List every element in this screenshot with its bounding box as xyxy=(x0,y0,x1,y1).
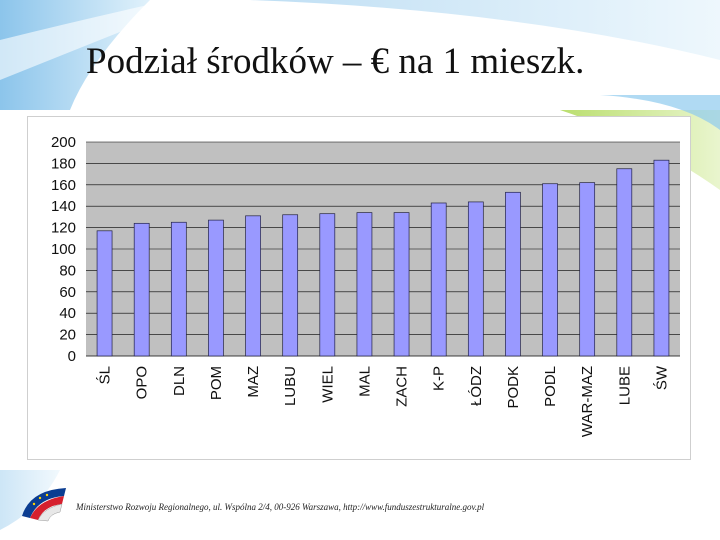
eu-flag-logo xyxy=(22,488,66,522)
footer-text: Ministerstwo Rozwoju Regionalnego, ul. W… xyxy=(76,502,485,512)
bar xyxy=(356,212,373,357)
decor-right-blue xyxy=(600,95,720,130)
decor-top-right-wave xyxy=(250,0,720,60)
bar xyxy=(653,159,670,357)
slide-title: Podział środków – € na 1 mieszk. xyxy=(86,41,585,82)
y-tick-label: 160 xyxy=(51,177,76,194)
x-axis-labels: ŚL OPO DLN POM MAZ LUBU WIEL MAL ZACH K-P ŁÓDZ PODK… xyxy=(96,365,671,437)
y-tick-label: 0 xyxy=(68,348,76,365)
bar xyxy=(579,182,596,357)
y-tick-label: 20 xyxy=(59,327,76,344)
chart-frame: 0 20 40 60 80 100 120 140 160 180 200 ŚL OPO DLN POM M… xyxy=(27,116,691,460)
bar xyxy=(245,215,261,357)
x-tick-label: MAL xyxy=(356,366,373,397)
bars xyxy=(96,159,670,357)
y-tick-label: 100 xyxy=(51,241,76,258)
bar xyxy=(393,212,410,357)
y-tick-label: 80 xyxy=(59,262,76,279)
x-tick-label: WAR-MAZ xyxy=(579,366,596,437)
x-tick-label: PODK xyxy=(505,366,522,409)
bar xyxy=(319,213,336,357)
bar xyxy=(170,221,187,357)
x-tick-label: LUBE xyxy=(616,366,633,405)
x-tick-label: ZACH xyxy=(394,366,411,407)
x-tick-label: LUBU xyxy=(282,366,299,406)
y-tick-label: 200 xyxy=(51,134,76,151)
y-tick-label: 180 xyxy=(51,155,76,172)
bar xyxy=(542,183,558,357)
y-tick-label: 140 xyxy=(51,198,76,215)
x-tick-label: OPO xyxy=(134,366,151,399)
bar-chart: 0 20 40 60 80 100 120 140 160 180 200 ŚL OPO DLN POM M… xyxy=(51,134,680,437)
bar xyxy=(96,230,113,357)
decor-bottom-left xyxy=(0,470,60,530)
bar xyxy=(133,222,150,357)
x-tick-label: K-P xyxy=(431,366,448,391)
decor-left-swoosh xyxy=(0,0,200,80)
y-tick-label: 40 xyxy=(59,305,76,322)
x-tick-label: MAZ xyxy=(245,366,262,398)
x-tick-label: PODL xyxy=(542,366,559,407)
bar xyxy=(467,201,484,357)
x-tick-label: POM xyxy=(208,366,225,400)
bar xyxy=(208,219,224,357)
y-tick-label: 60 xyxy=(59,284,76,301)
x-tick-label: ŚL xyxy=(96,366,114,384)
x-tick-label: WIEL xyxy=(319,366,336,403)
bar xyxy=(616,168,633,357)
x-tick-label: ŁÓDZ xyxy=(468,366,485,406)
bar xyxy=(430,202,447,357)
y-tick-label: 120 xyxy=(51,220,76,237)
bar xyxy=(505,191,521,357)
x-tick-label: ŚW xyxy=(652,365,670,390)
x-tick-label: DLN xyxy=(171,366,188,396)
bar xyxy=(282,214,299,357)
